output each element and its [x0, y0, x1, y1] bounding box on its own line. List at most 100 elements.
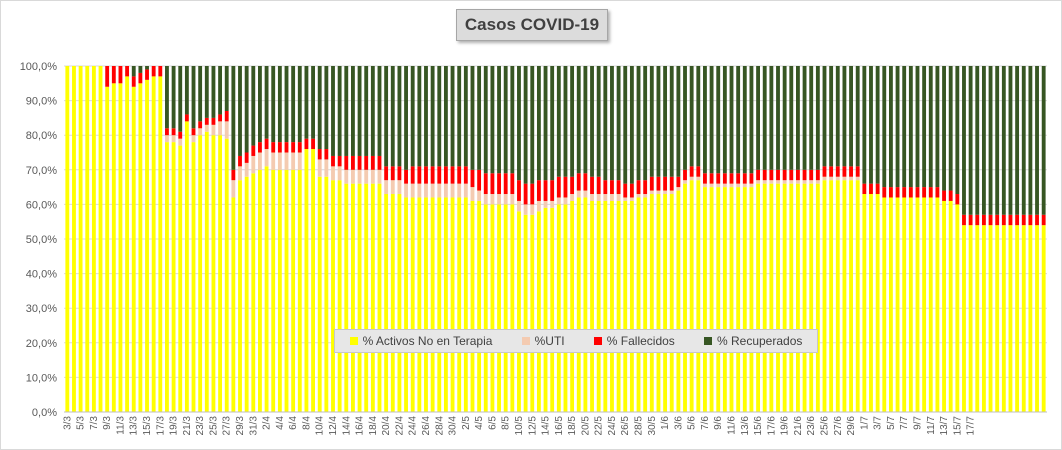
bar-uti — [450, 183, 455, 198]
bar-fallecidos — [736, 173, 741, 184]
y-tick-label: 90,0% — [26, 96, 57, 108]
bar-recuperados — [331, 66, 335, 156]
bar-activos — [91, 66, 96, 412]
x-tick-label: 7/3 — [89, 416, 100, 430]
bar-activos — [211, 135, 216, 412]
bar-fallecidos — [470, 169, 475, 188]
y-tick-label: 60,0% — [26, 199, 57, 211]
bar-fallecidos — [1028, 214, 1033, 226]
legend-swatch-activos — [349, 337, 358, 345]
bar-uti — [251, 155, 256, 174]
bar-recuperados — [742, 66, 747, 174]
bar-recuperados — [490, 66, 495, 174]
bar-recuperados — [311, 66, 315, 139]
bar-fallecidos — [138, 72, 143, 84]
bar-activos — [125, 76, 130, 412]
bar-activos — [131, 86, 136, 412]
bar-recuperados — [822, 66, 827, 167]
bar-recuperados — [284, 66, 289, 143]
bar-uti — [211, 124, 216, 136]
bar-recuperados — [696, 66, 701, 167]
bar-recuperados — [616, 66, 621, 181]
bar-activos — [1035, 225, 1039, 412]
bar-activos — [450, 197, 455, 412]
bar-recuperados — [271, 66, 276, 143]
bar-activos — [1041, 225, 1046, 412]
bar-fallecidos — [357, 155, 362, 170]
bar-uti — [543, 200, 548, 208]
bar-recuperados — [829, 66, 834, 167]
chart-title: Casos COVID-19 — [456, 9, 608, 41]
bar-activos — [497, 204, 501, 412]
x-tick-label: 9/3 — [102, 416, 113, 430]
bar-fallecidos — [550, 180, 555, 201]
bar-activos — [158, 76, 163, 412]
bar-fallecidos — [649, 176, 654, 191]
bar-recuperados — [736, 66, 741, 174]
bar-recuperados — [802, 66, 807, 170]
bar-recuperados — [430, 66, 435, 167]
bar-uti — [623, 197, 628, 201]
bar-fallecidos — [271, 142, 276, 153]
bar-recuperados — [536, 66, 541, 181]
bar-recuperados — [942, 66, 946, 191]
bar-activos — [390, 194, 395, 412]
bar-activos — [311, 149, 315, 413]
bar-uti — [815, 180, 820, 184]
x-tick-label: 13/7 — [939, 416, 950, 436]
bar-fallecidos — [244, 152, 249, 163]
bar-uti — [483, 194, 488, 205]
bar-recuperados — [304, 66, 309, 139]
bar-recuperados — [244, 66, 249, 153]
bar-recuperados — [968, 66, 973, 215]
bar-recuperados — [756, 66, 760, 170]
bar-recuperados — [882, 66, 887, 188]
bar-activos — [902, 197, 907, 412]
bar-activos — [490, 204, 495, 412]
bar-activos — [975, 225, 980, 412]
bar-fallecidos — [948, 190, 953, 201]
bar-uti — [829, 176, 834, 181]
bar-activos — [736, 187, 741, 412]
bar-recuperados — [888, 66, 893, 188]
bar-uti — [590, 194, 594, 201]
bar-fallecidos — [1008, 214, 1013, 226]
bar-activos — [364, 183, 369, 412]
x-tick-label: 4/4 — [275, 416, 286, 430]
bar-fallecidos — [955, 194, 960, 205]
bar-uti — [297, 152, 302, 170]
bar-uti — [570, 194, 575, 201]
x-tick-label: 21/3 — [182, 416, 193, 436]
bar-uti — [337, 166, 342, 181]
bar-fallecidos — [676, 176, 681, 188]
bar-activos — [829, 180, 834, 412]
bar-recuperados — [417, 66, 422, 167]
bar-uti — [762, 180, 767, 184]
x-tick-label: 17/6 — [766, 416, 777, 436]
bar-fallecidos — [962, 214, 966, 226]
bar-fallecidos — [1001, 214, 1006, 226]
bar-activos — [556, 204, 561, 412]
bar-recuperados — [1035, 66, 1039, 215]
bar-activos — [729, 187, 734, 412]
bar-fallecidos — [869, 183, 873, 195]
bar-activos — [815, 183, 820, 412]
bar-activos — [636, 197, 641, 412]
bar-activos — [603, 200, 608, 412]
bar-fallecidos — [908, 187, 913, 198]
bar-recuperados — [935, 66, 940, 188]
bar-fallecidos — [835, 166, 840, 177]
bar-recuperados — [776, 66, 780, 170]
bar-recuperados — [663, 66, 668, 177]
bar-recuperados — [384, 66, 389, 167]
bar-activos — [251, 173, 256, 412]
bar-activos — [118, 83, 123, 413]
legend-entry-activos: % Activos No en Terapia — [349, 334, 492, 348]
bar-fallecidos — [583, 173, 588, 191]
bar-fallecidos — [915, 187, 920, 198]
bar-activos — [756, 183, 760, 412]
bar-activos — [284, 169, 289, 412]
bar-recuperados — [1021, 66, 1026, 215]
bar-uti — [809, 180, 814, 184]
bar-activos — [337, 180, 342, 412]
